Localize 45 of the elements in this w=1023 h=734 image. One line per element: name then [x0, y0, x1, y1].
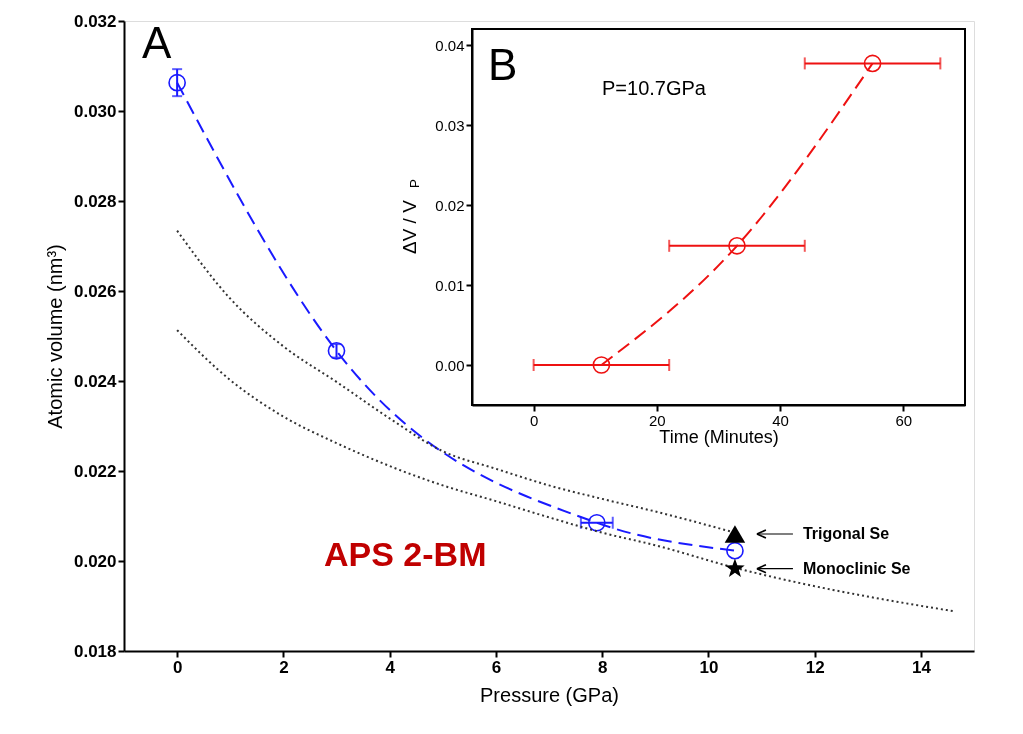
annotation: A: [142, 18, 172, 67]
point: [327, 342, 346, 360]
line-series: [176, 329, 956, 613]
legend-label: Monoclinic Se: [802, 559, 911, 577]
y-tick-label: 0.022: [73, 461, 117, 481]
point: [592, 356, 611, 374]
point: [587, 513, 606, 532]
x-axis-title: Time (Minutes): [659, 426, 779, 447]
y-tick-label: 0.02: [435, 196, 465, 214]
y-tick-label: 0.020: [73, 551, 117, 571]
annotation: APS 2-BM: [324, 535, 487, 573]
point: [725, 558, 745, 577]
x-axis-title: Pressure (GPa): [480, 683, 619, 706]
x-tick-label: 20: [649, 411, 666, 429]
x-tick-label: 0: [529, 411, 539, 429]
x-tick-label: 6: [491, 657, 502, 677]
y-tick-label: 0.018: [73, 641, 117, 661]
y-tick-label: 0.026: [73, 281, 117, 301]
y-axis-title: ΔV / VP: [399, 178, 422, 255]
x-tick-label: 40: [772, 411, 789, 429]
y-tick-label: 0.00: [435, 356, 465, 374]
annotation: B: [488, 40, 518, 89]
legend-label: Trigonal Se: [802, 525, 890, 542]
y-tick-label: 0.030: [73, 101, 117, 121]
x-tick-label: 2: [279, 657, 289, 677]
annotation: P=10.7GPa: [602, 77, 707, 99]
point: [728, 236, 746, 255]
point: [724, 525, 746, 543]
y-tick-label: 0.024: [73, 371, 118, 391]
point: [726, 541, 744, 560]
x-tick-label: 14: [911, 657, 932, 677]
x-tick-label: 8: [597, 657, 608, 677]
x-tick-label: 60: [895, 411, 913, 429]
y-axis-title: Atomic volume (nm³): [43, 244, 66, 429]
x-tick-label: 12: [805, 657, 825, 677]
point: [863, 54, 882, 73]
x-tick-label: 4: [385, 657, 396, 677]
x-tick-label: 10: [699, 657, 719, 677]
x-tick-label: 0: [172, 657, 183, 677]
y-tick-label: 0.028: [73, 191, 117, 211]
point: [168, 73, 186, 92]
y-tick-label: 0.01: [435, 276, 465, 294]
y-tick-label: 0.04: [435, 36, 465, 54]
y-tick-label: 0.032: [73, 11, 117, 31]
y-tick-label: 0.03: [435, 116, 465, 134]
